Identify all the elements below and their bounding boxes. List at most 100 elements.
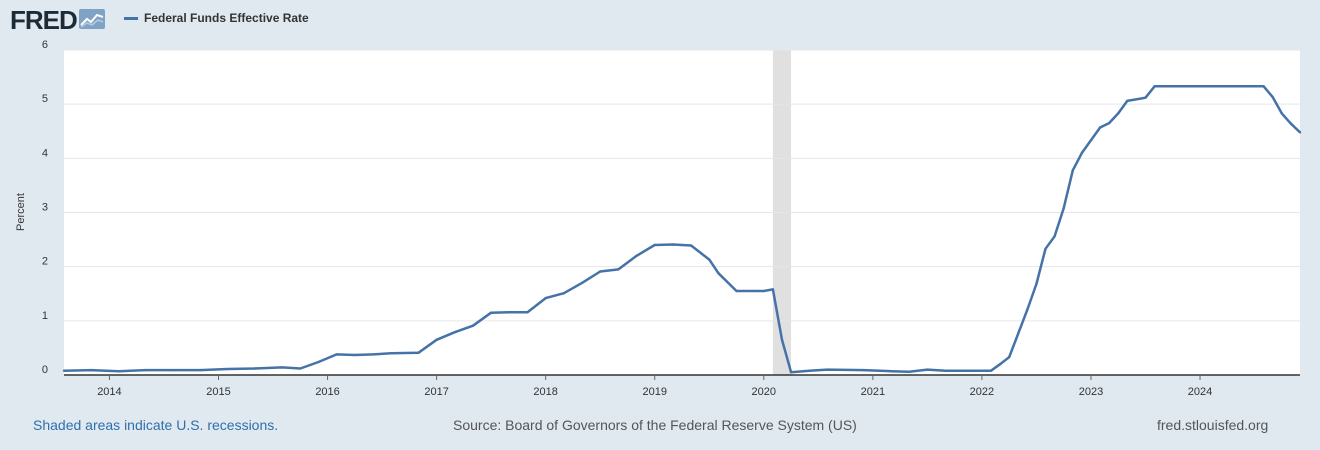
data-point [808, 369, 811, 372]
x-tick-label: 2023 [1079, 386, 1103, 398]
data-point [889, 370, 893, 373]
data-point [435, 338, 438, 341]
x-tick-label: 2022 [970, 386, 994, 398]
x-axis: 2014 2015 2016 2017 2018 2019 2020 2021 2022 2023… [64, 374, 1300, 398]
data-point [1017, 332, 1020, 335]
line-chart: 0 1 2 3 4 5 6 2014 2015 2016 2017 2018 2019 2020 2021… [15, 39, 1302, 398]
data-point [453, 331, 456, 334]
y-tick-label: 6 [42, 39, 48, 51]
x-tick-label: 2018 [533, 386, 557, 398]
y-tick-label: 0 [42, 364, 48, 376]
data-point [1280, 112, 1284, 115]
data-point [1062, 206, 1065, 210]
fred-logo[interactable]: FRED [10, 6, 105, 34]
data-point [508, 310, 511, 314]
x-tick-label: 2021 [861, 386, 885, 398]
data-point [998, 362, 1002, 366]
data-point [1289, 122, 1293, 125]
data-point [1007, 355, 1011, 359]
x-tick-label: 2016 [315, 386, 339, 398]
data-point [1098, 126, 1102, 129]
chart-legend: Federal Funds Effective Rate [124, 11, 309, 25]
data-point [544, 296, 547, 300]
data-point [989, 369, 993, 372]
logo-text: FRED [10, 5, 78, 35]
data-point [1044, 247, 1047, 250]
data-point [762, 289, 765, 293]
data-point [771, 288, 775, 291]
x-tick-label: 2020 [752, 386, 776, 398]
data-point [471, 324, 475, 327]
data-point [317, 360, 320, 364]
x-tick-label: 2024 [1188, 386, 1212, 398]
y-tick-label: 3 [42, 202, 48, 214]
fred-graph-icon [78, 9, 105, 29]
data-point [1298, 131, 1302, 134]
data-point [199, 368, 202, 372]
data-point [335, 353, 338, 356]
data-point [708, 258, 711, 261]
series-layer [62, 85, 1302, 374]
data-point [1262, 85, 1265, 88]
data-point [62, 369, 66, 372]
data-point [735, 289, 738, 293]
data-point [717, 271, 720, 275]
data-point [1053, 235, 1056, 238]
data-point [671, 243, 675, 246]
data-point [617, 268, 620, 271]
recession-note[interactable]: Shaded areas indicate U.S. recessions. [33, 417, 279, 433]
site-link[interactable]: fred.stlouisfed.org [1157, 417, 1269, 433]
data-point [653, 243, 656, 247]
data-point [1126, 99, 1129, 103]
y-tick-label: 2 [42, 256, 48, 268]
data-point [926, 368, 929, 371]
chart-header: FRED Federal Funds Effective Rate [0, 0, 1320, 40]
data-point [1117, 112, 1120, 115]
data-point [389, 352, 393, 355]
y-tick-label: 1 [42, 310, 48, 322]
data-point [944, 369, 947, 372]
data-point [789, 371, 793, 374]
data-point [299, 367, 302, 370]
y-axis: 0 1 2 3 4 5 6 [42, 39, 48, 376]
data-point [353, 353, 357, 357]
data-point [908, 370, 911, 373]
data-point [1026, 308, 1029, 311]
data-point [226, 367, 229, 371]
data-point [1107, 121, 1111, 125]
data-point [826, 368, 829, 371]
series-line [63, 85, 1301, 374]
data-point [1080, 151, 1084, 155]
x-tick-label: 2014 [97, 386, 121, 398]
data-point [635, 254, 638, 258]
y-tick-label: 5 [42, 93, 48, 105]
data-point [753, 289, 756, 293]
data-point [862, 368, 865, 372]
data-point [562, 292, 566, 295]
data-point [1071, 169, 1074, 172]
data-point [371, 353, 375, 356]
data-point [417, 351, 420, 354]
data-point [144, 368, 147, 372]
source-note: Source: Board of Governors of the Federa… [453, 417, 857, 433]
data-point [526, 310, 529, 314]
data-point [1035, 282, 1038, 286]
data-point [280, 366, 284, 369]
y-tick-label: 4 [42, 147, 48, 159]
x-tick-label: 2019 [642, 386, 666, 398]
y-axis-label: Percent [15, 193, 27, 231]
x-tick-label: 2017 [424, 386, 448, 398]
data-point [580, 281, 584, 285]
data-point [780, 338, 784, 341]
grid-layer [64, 49, 1300, 322]
data-point [253, 367, 257, 370]
data-point [1144, 96, 1147, 99]
data-point [90, 368, 93, 372]
legend-label: Federal Funds Effective Rate [144, 11, 309, 25]
data-point [117, 370, 120, 373]
x-tick-label: 2015 [206, 386, 230, 398]
data-point [489, 311, 493, 314]
data-point [171, 368, 175, 372]
data-point [689, 244, 693, 247]
legend-swatch [124, 16, 138, 20]
